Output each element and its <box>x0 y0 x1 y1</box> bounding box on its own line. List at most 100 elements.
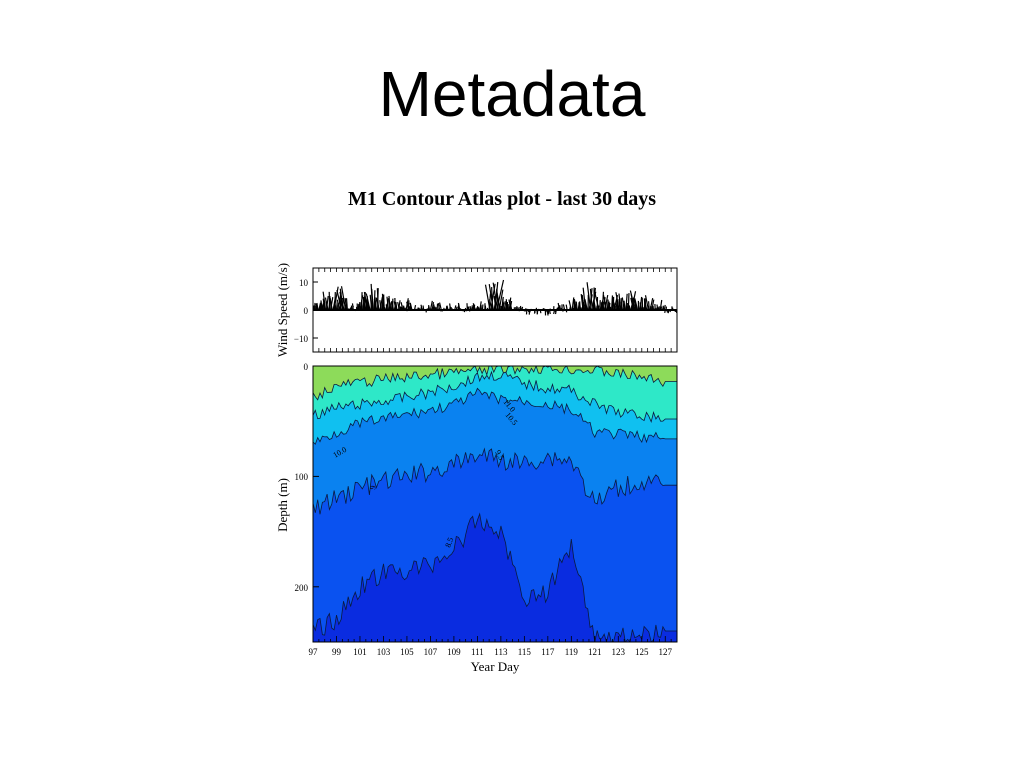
xtick-label-101: 101 <box>353 647 367 657</box>
wind-stick <box>406 301 410 311</box>
wind-stick <box>320 300 323 311</box>
wind-stick <box>647 301 650 311</box>
wind-stick <box>369 294 373 311</box>
depth-ylabel: Depth (m) <box>275 478 290 532</box>
wind-stick <box>325 300 329 311</box>
wind-stick <box>593 300 597 311</box>
wind-stick <box>357 303 360 311</box>
wind-stick <box>493 295 497 311</box>
xtick-label-107: 107 <box>424 647 438 657</box>
wind-stick <box>618 299 621 311</box>
slide-title: Metadata <box>378 58 646 130</box>
wind-stick <box>358 302 361 311</box>
wind-stick <box>344 298 348 311</box>
wind-stick <box>328 291 331 311</box>
wind-stick <box>618 293 622 311</box>
xtick-label-109: 109 <box>447 647 461 657</box>
wind-stick <box>322 291 327 311</box>
depth-ytick-0: 0 <box>304 362 309 372</box>
wind-stick <box>395 301 398 311</box>
wind-stick <box>630 297 634 311</box>
wind-stick <box>639 302 643 311</box>
wind-stick <box>594 292 600 311</box>
wind-ylabel: Wind Speed (m/s) <box>275 263 290 357</box>
depth-ytick-100: 100 <box>295 472 309 482</box>
wind-stick <box>316 302 319 311</box>
wind-stick <box>573 299 577 311</box>
xtick-label-121: 121 <box>588 647 602 657</box>
wind-stick <box>431 301 435 311</box>
wind-stick <box>409 302 413 311</box>
wind-stick <box>589 288 593 311</box>
wind-stick <box>580 294 584 311</box>
xtick-label-117: 117 <box>541 647 555 657</box>
wind-stick <box>400 302 404 311</box>
wind-stick <box>472 303 476 311</box>
wind-stick <box>373 298 378 311</box>
wind-stick <box>629 290 636 311</box>
xtick-label-97: 97 <box>309 647 319 657</box>
wind-ytick-0: 0 <box>304 306 309 316</box>
wind-stick <box>366 299 370 311</box>
wind-stick <box>362 296 365 311</box>
wind-stick <box>623 300 626 311</box>
wind-panel: 10 0 −10 Wind Speed (m/s) <box>275 263 678 357</box>
wind-stick <box>492 282 499 311</box>
xtick-label-103: 103 <box>377 647 391 657</box>
xtick-label-115: 115 <box>518 647 532 657</box>
wind-stick <box>329 297 333 311</box>
wind-stick <box>584 301 588 311</box>
wind-stick <box>621 297 625 311</box>
wind-stick <box>379 300 382 311</box>
wind-stick <box>488 284 494 311</box>
wind-stick <box>615 292 620 311</box>
wind-stick <box>620 302 624 311</box>
wind-stick <box>633 299 638 311</box>
wind-stick <box>388 295 391 311</box>
contour-fills <box>313 366 677 642</box>
wind-stick <box>375 297 380 311</box>
wind-stick <box>601 291 605 311</box>
depth-ytick-200: 200 <box>295 583 309 593</box>
wind-stick <box>578 302 582 311</box>
wind-stick <box>644 295 650 311</box>
xtick-label-119: 119 <box>565 647 579 657</box>
wind-stick <box>625 293 628 311</box>
xtick-labels: 97 99 101 103 105 107 109 111 113 115 117 119 121 123… <box>309 647 673 657</box>
wind-stick <box>340 286 347 311</box>
wind-stick <box>437 303 441 311</box>
wind-stick <box>509 302 513 311</box>
wind-stick <box>606 299 609 311</box>
wind-stick <box>496 290 501 311</box>
wind-stick <box>584 299 588 311</box>
wind-stick <box>336 289 343 311</box>
wind-stick <box>626 302 629 311</box>
wind-stick <box>438 302 442 311</box>
wind-minor-ticks <box>312 268 678 352</box>
wind-stick <box>557 302 561 311</box>
figure-title: M1 Contour Atlas plot - last 30 days <box>348 188 656 210</box>
wind-stick <box>602 294 608 311</box>
wind-stick <box>363 291 369 311</box>
wind-stick <box>345 298 348 311</box>
xtick-label-105: 105 <box>400 647 414 657</box>
contour-label-9-5: 9.5 <box>493 449 506 462</box>
wind-stick <box>371 288 374 311</box>
xtick-label-99: 99 <box>332 647 342 657</box>
wind-ytick-neg10: −10 <box>294 334 309 344</box>
wind-stick <box>659 299 663 311</box>
wind-stick <box>484 284 491 311</box>
wind-stick <box>613 302 616 311</box>
wind-stick <box>449 303 452 311</box>
wind-stick <box>568 300 572 311</box>
wind-stick <box>335 299 339 311</box>
wind-stick <box>643 298 646 311</box>
depth-panel: 0 100 200 Depth (m) 97 99 101 103 105 107 109 1… <box>275 362 678 674</box>
wind-stick <box>393 301 397 311</box>
wind-stick <box>582 301 586 311</box>
wind-stick <box>391 300 395 311</box>
wind-stick <box>488 299 493 311</box>
wind-stick <box>315 303 318 311</box>
xtick-label-113: 113 <box>494 647 508 657</box>
